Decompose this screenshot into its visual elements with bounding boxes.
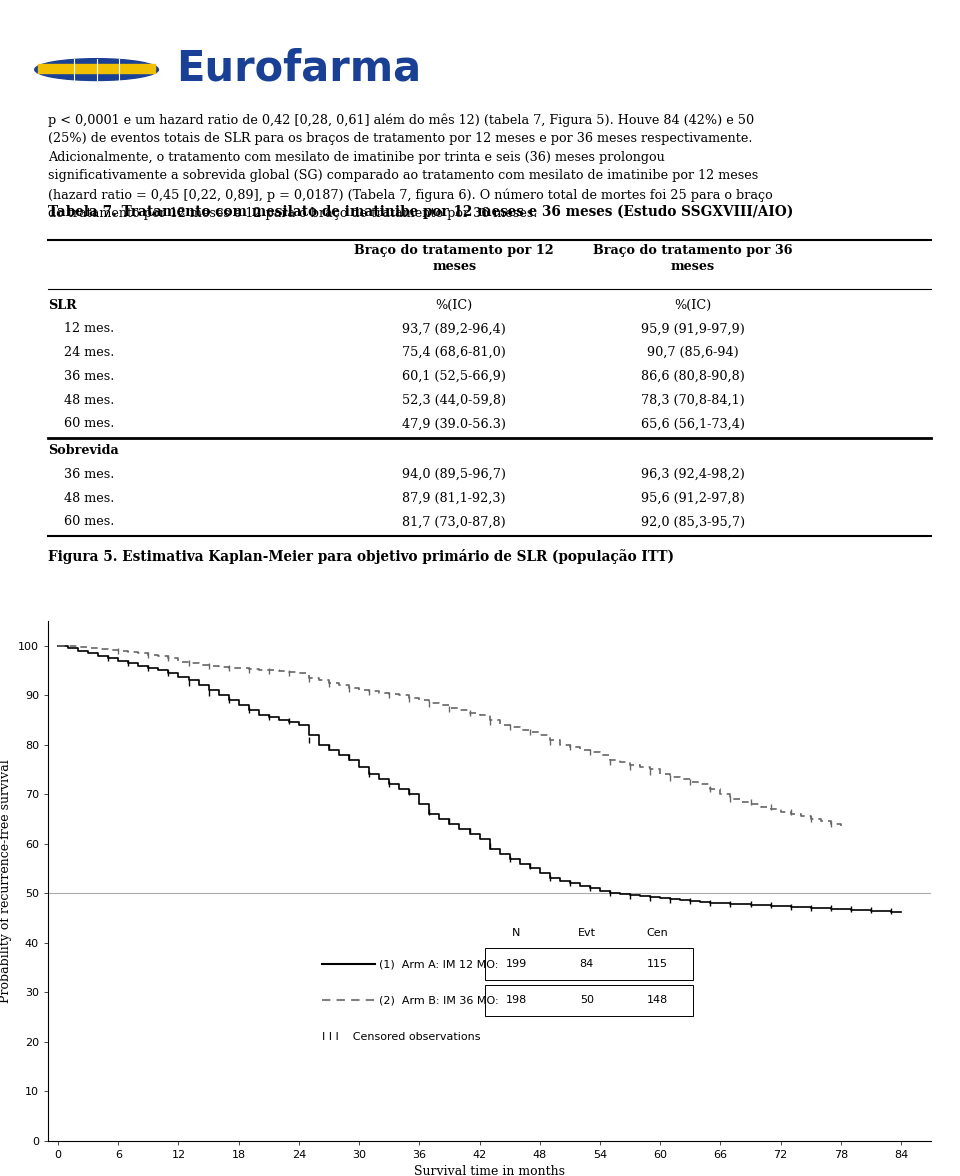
Text: 60,1 (52,5-66,9): 60,1 (52,5-66,9) <box>402 370 506 383</box>
Text: I I I    Censored observations: I I I Censored observations <box>322 1031 480 1042</box>
Text: 84: 84 <box>580 958 594 969</box>
Text: 90,7 (85,6-94): 90,7 (85,6-94) <box>647 346 738 359</box>
Text: 87,9 (81,1-92,3): 87,9 (81,1-92,3) <box>402 492 506 505</box>
Text: 115: 115 <box>647 958 668 969</box>
FancyBboxPatch shape <box>37 67 156 69</box>
Text: 148: 148 <box>647 995 668 1005</box>
Text: 60 mes.: 60 mes. <box>48 515 114 528</box>
Text: 52,3 (44,0-59,8): 52,3 (44,0-59,8) <box>402 394 506 407</box>
Text: N: N <box>512 928 520 937</box>
Text: 92,0 (85,3-95,7): 92,0 (85,3-95,7) <box>640 515 745 528</box>
Text: (1)  Arm A: IM 12 MO:: (1) Arm A: IM 12 MO: <box>379 958 498 969</box>
Text: Braço do tratamento por 36
meses: Braço do tratamento por 36 meses <box>593 243 793 273</box>
Text: SLR: SLR <box>48 299 77 312</box>
Text: 95,6 (91,2-97,8): 95,6 (91,2-97,8) <box>640 492 745 505</box>
Text: 47,9 (39.0-56.3): 47,9 (39.0-56.3) <box>402 417 506 430</box>
Text: 60 mes.: 60 mes. <box>48 417 114 430</box>
Text: 24 mes.: 24 mes. <box>48 346 114 359</box>
Text: 75,4 (68,6-81,0): 75,4 (68,6-81,0) <box>402 346 506 359</box>
Text: (2)  Arm B: IM 36 MO:: (2) Arm B: IM 36 MO: <box>379 995 499 1005</box>
Text: 199: 199 <box>506 958 527 969</box>
Text: Cen: Cen <box>646 928 668 937</box>
Text: Figura 5. Estimativa Kaplan-Meier para objetivo primário de SLR (população ITT): Figura 5. Estimativa Kaplan-Meier para o… <box>48 549 674 564</box>
Text: p < 0,0001 e um hazard ratio de 0,42 [0,28, 0,61] além do mês 12) (tabela 7, Fig: p < 0,0001 e um hazard ratio de 0,42 [0,… <box>48 113 773 220</box>
Text: 48 mes.: 48 mes. <box>48 394 114 407</box>
Y-axis label: Probability of recurrence-free survival: Probability of recurrence-free survival <box>0 759 12 1003</box>
Text: 36 mes.: 36 mes. <box>48 468 114 481</box>
Text: Sobrevida: Sobrevida <box>48 445 119 457</box>
Text: 94,0 (89,5-96,7): 94,0 (89,5-96,7) <box>402 468 506 481</box>
Text: 50: 50 <box>580 995 593 1005</box>
Text: 36 mes.: 36 mes. <box>48 370 114 383</box>
FancyBboxPatch shape <box>37 71 156 73</box>
FancyBboxPatch shape <box>37 64 156 66</box>
Text: 12 mes.: 12 mes. <box>48 322 114 335</box>
Text: 78,3 (70,8-84,1): 78,3 (70,8-84,1) <box>641 394 745 407</box>
Text: 86,6 (80,8-90,8): 86,6 (80,8-90,8) <box>640 370 745 383</box>
Text: 48 mes.: 48 mes. <box>48 492 114 505</box>
Text: 198: 198 <box>506 995 527 1005</box>
Text: 81,7 (73,0-87,8): 81,7 (73,0-87,8) <box>402 515 506 528</box>
Text: Eurofarma: Eurofarma <box>176 47 421 89</box>
Circle shape <box>35 59 158 80</box>
Text: 93,7 (89,2-96,4): 93,7 (89,2-96,4) <box>402 322 506 335</box>
Text: 65,6 (56,1-73,4): 65,6 (56,1-73,4) <box>640 417 745 430</box>
Text: %(IC): %(IC) <box>674 299 711 312</box>
X-axis label: Survival time in months: Survival time in months <box>414 1165 565 1176</box>
Text: Braço do tratamento por 12
meses: Braço do tratamento por 12 meses <box>354 243 554 273</box>
Text: Tabela 7. Tratamento com mesilato de imatinibe por 12 meses e 36 meses (Estudo S: Tabela 7. Tratamento com mesilato de ima… <box>48 205 793 219</box>
Text: 95,9 (91,9-97,9): 95,9 (91,9-97,9) <box>640 322 745 335</box>
Text: 96,3 (92,4-98,2): 96,3 (92,4-98,2) <box>640 468 745 481</box>
Text: Evt: Evt <box>578 928 596 937</box>
Text: %(IC): %(IC) <box>436 299 473 312</box>
